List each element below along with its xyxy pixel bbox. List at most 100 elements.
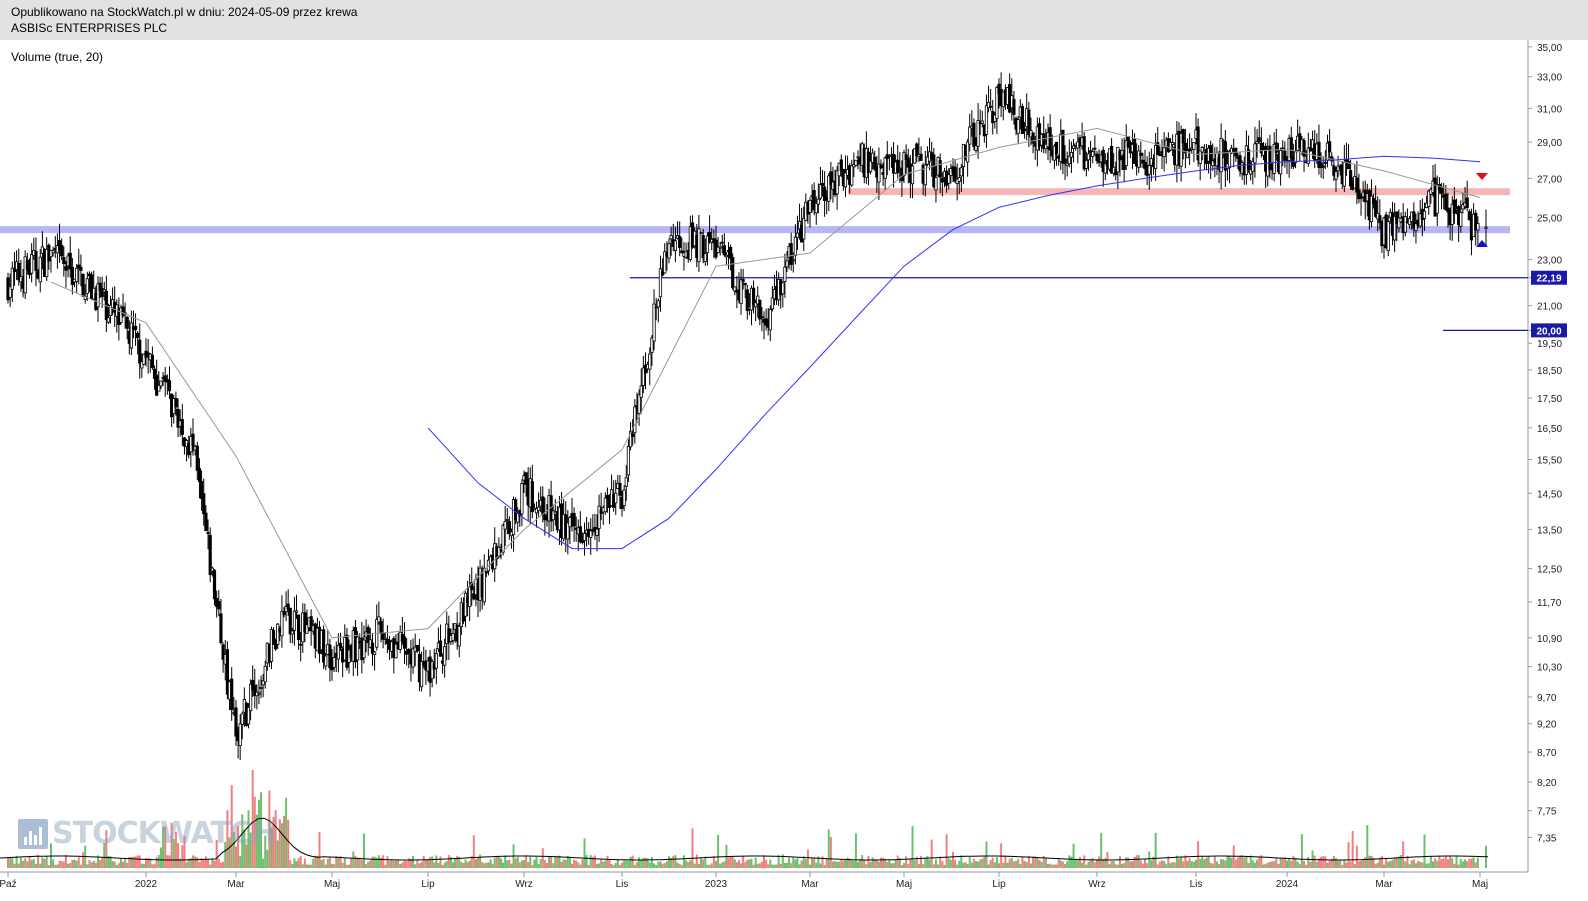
x-tick-label: Lip bbox=[992, 879, 1006, 890]
x-tick-label: Lip bbox=[421, 879, 435, 890]
volume-bar bbox=[1201, 856, 1204, 868]
volume-bar bbox=[668, 856, 670, 868]
volume-bar bbox=[424, 860, 427, 868]
volume-bar bbox=[960, 855, 963, 868]
volume-bar bbox=[956, 864, 959, 868]
volume-bar bbox=[809, 864, 811, 868]
volume-bar bbox=[968, 857, 971, 868]
candle bbox=[234, 699, 238, 746]
volume-bar bbox=[1470, 858, 1473, 868]
volume-bar bbox=[431, 856, 434, 868]
candle bbox=[1414, 213, 1418, 244]
candle bbox=[1334, 166, 1338, 192]
candle bbox=[923, 150, 927, 197]
volume-bar bbox=[243, 829, 246, 868]
volume-bar bbox=[1425, 863, 1428, 868]
volume-bar bbox=[1283, 857, 1286, 868]
volume-bar bbox=[966, 863, 969, 868]
volume-bar bbox=[257, 799, 260, 868]
candle bbox=[633, 399, 637, 444]
volume-bar bbox=[1343, 860, 1346, 868]
volume-bar bbox=[1015, 860, 1018, 868]
candle bbox=[648, 347, 652, 386]
volume-bar bbox=[1163, 861, 1166, 868]
candle bbox=[292, 596, 297, 646]
candle bbox=[45, 237, 49, 281]
volume-bar bbox=[562, 859, 565, 868]
volume-bar bbox=[998, 863, 1000, 868]
volume-bar bbox=[392, 860, 395, 868]
volume-bar bbox=[360, 859, 363, 868]
candle bbox=[1065, 151, 1069, 177]
candle bbox=[887, 154, 891, 171]
volume-bar bbox=[280, 823, 283, 868]
volume-bar bbox=[1345, 862, 1348, 868]
candle bbox=[743, 282, 747, 299]
volume-bar bbox=[272, 816, 275, 868]
volume-bar bbox=[779, 863, 782, 868]
volume-bar bbox=[510, 863, 513, 868]
volume-bar bbox=[1209, 862, 1212, 868]
candle bbox=[989, 88, 993, 112]
candle bbox=[913, 148, 917, 164]
candle bbox=[1200, 146, 1204, 161]
candle bbox=[705, 232, 710, 266]
volume-bar bbox=[541, 848, 544, 868]
volume-bar bbox=[1123, 863, 1126, 868]
y-tick-label: 7,35 bbox=[1537, 833, 1557, 844]
volume-bar bbox=[769, 859, 772, 868]
volume-bar bbox=[823, 864, 826, 868]
volume-bar bbox=[1131, 861, 1134, 868]
candle bbox=[658, 255, 663, 312]
candle bbox=[197, 458, 202, 499]
volume-bar bbox=[181, 845, 184, 868]
volume-bar bbox=[920, 856, 923, 868]
y-tick-label: 33,00 bbox=[1537, 73, 1562, 84]
candle bbox=[70, 258, 74, 295]
volume-bar bbox=[119, 858, 122, 868]
volume-bar bbox=[1156, 864, 1159, 868]
y-tick-label: 25,00 bbox=[1537, 213, 1562, 224]
volume-bar bbox=[579, 864, 582, 868]
volume-bar bbox=[264, 835, 267, 868]
volume-bar bbox=[1165, 863, 1168, 868]
volume-bar bbox=[162, 826, 165, 868]
volume-bar bbox=[1406, 855, 1409, 868]
volume-bar bbox=[618, 864, 621, 868]
candle bbox=[269, 626, 274, 669]
volume-bar bbox=[631, 855, 634, 868]
volume-bar bbox=[291, 863, 294, 868]
volume-bar bbox=[1370, 856, 1373, 868]
candle bbox=[125, 316, 129, 340]
volume-bar bbox=[518, 862, 521, 868]
volume-bar bbox=[293, 858, 296, 868]
candle bbox=[1012, 90, 1016, 125]
volume-bar bbox=[552, 863, 555, 868]
volume-bar bbox=[375, 857, 378, 868]
volume-bar bbox=[1400, 855, 1403, 868]
volume-indicator-label: Volume (true, 20) bbox=[11, 50, 104, 64]
candle bbox=[667, 238, 671, 264]
candle bbox=[622, 485, 626, 512]
volume-bar bbox=[151, 864, 154, 868]
volume-bar bbox=[64, 855, 67, 868]
logo-bars-icon bbox=[18, 818, 48, 849]
candle bbox=[23, 250, 27, 299]
candle bbox=[501, 523, 505, 556]
volume-bar bbox=[710, 863, 713, 868]
volume-bar bbox=[1222, 859, 1225, 868]
volume-bar bbox=[1197, 841, 1200, 868]
volume-bar bbox=[763, 855, 765, 868]
candle bbox=[463, 591, 468, 628]
volume-bar bbox=[1205, 857, 1208, 868]
candle bbox=[1378, 199, 1382, 230]
candle bbox=[1323, 150, 1327, 170]
volume-bar bbox=[1372, 857, 1375, 868]
volume-bar bbox=[493, 857, 496, 868]
candle bbox=[1355, 160, 1359, 205]
volume-bar bbox=[1349, 861, 1352, 868]
volume-bar bbox=[1169, 863, 1172, 868]
candle bbox=[288, 607, 292, 644]
price-level-label: 22,19 bbox=[1536, 274, 1561, 285]
